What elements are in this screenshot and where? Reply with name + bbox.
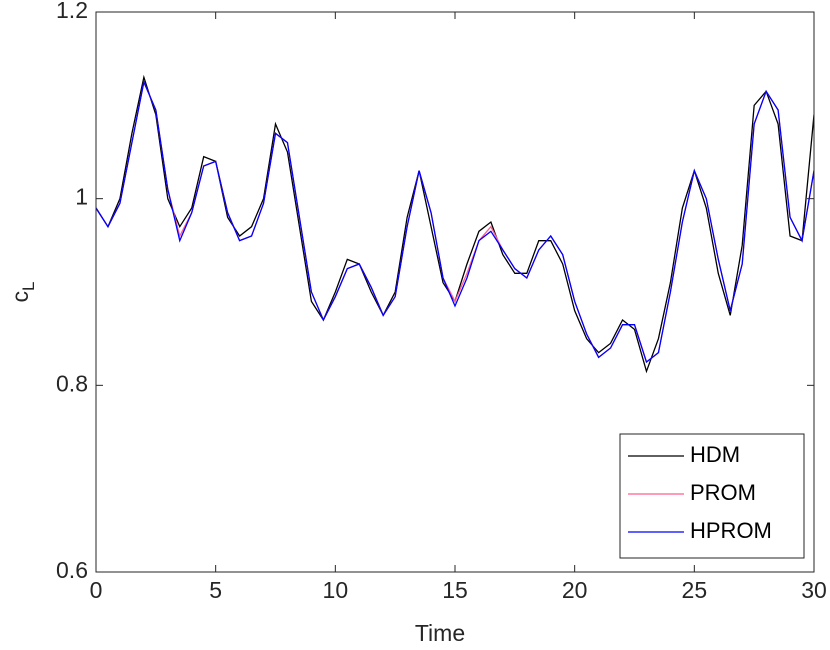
legend-label: PROM — [690, 480, 756, 505]
legend: HDM PROM HPROM — [619, 433, 805, 559]
series-line — [96, 79, 814, 364]
y-tick-label: 1.2 — [56, 0, 88, 23]
y-tick-label: 0.6 — [56, 557, 88, 583]
x-tick-label: 30 — [801, 577, 827, 603]
y-axis-label-group: cL — [7, 282, 38, 303]
x-tick-label: 5 — [209, 577, 222, 603]
series-line — [96, 79, 814, 364]
x-axis-label: Time — [415, 620, 465, 646]
x-tick-label: 20 — [562, 577, 588, 603]
plot-frame — [95, 11, 815, 573]
y-axis-label: cL — [7, 282, 38, 303]
legend-box — [619, 433, 805, 559]
x-tick-label: 0 — [90, 577, 103, 603]
series-line — [96, 74, 814, 374]
x-tick-label: 15 — [442, 577, 468, 603]
y-tick-label: 0.8 — [56, 370, 88, 396]
legend-label: HPROM — [690, 518, 772, 543]
x-tick-label: 10 — [323, 577, 349, 603]
x-tick-label: 25 — [682, 577, 708, 603]
legend-label: HDM — [690, 442, 740, 467]
y-axis-label-main: c — [7, 291, 33, 303]
y-tick-label: 1 — [75, 184, 88, 210]
y-axis-label-sub: L — [19, 282, 38, 291]
